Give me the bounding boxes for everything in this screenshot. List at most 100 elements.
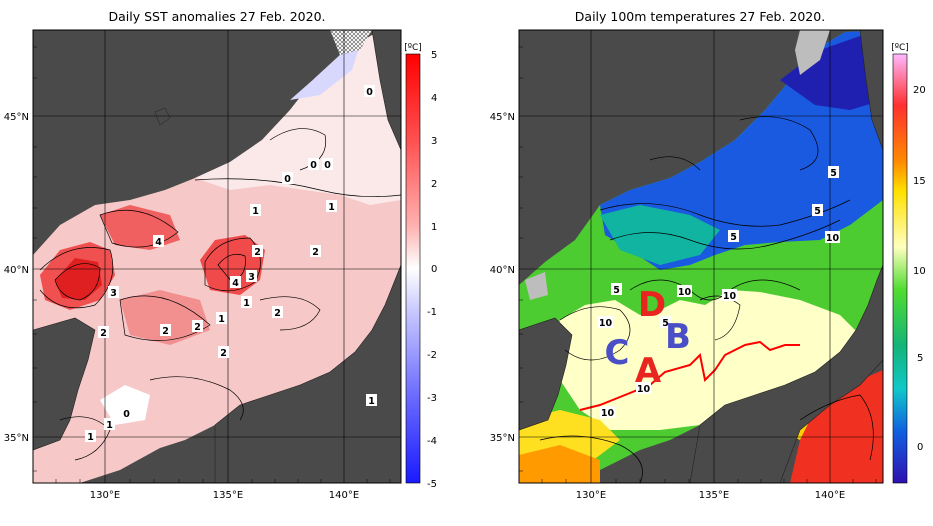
contour-label: 0 [366, 87, 373, 98]
anomaly-contours [39, 128, 401, 461]
cb-tick: 4 [431, 93, 437, 104]
hot-east [790, 370, 883, 483]
region-label-c: C [605, 333, 630, 373]
no-data-west [525, 272, 548, 300]
contour-label: 2 [220, 348, 227, 359]
cb-tick: -2 [427, 350, 437, 361]
sakhalin [371, 30, 401, 151]
sst-anomaly-title: Daily SST anomalies 27 Feb. 2020. [108, 9, 325, 24]
colorbar-scale [892, 53, 908, 484]
cb-tick: 3 [431, 136, 437, 147]
contour-label: 10 [826, 233, 840, 244]
cb-tick: 15 [913, 176, 926, 187]
lat-label-40: 40°N [490, 265, 515, 276]
contour-label: 2 [194, 322, 201, 333]
contour-label: 1 [218, 314, 225, 325]
lon-label-135: 135°E [213, 490, 243, 501]
warm-patch-south [120, 290, 210, 345]
graticule [519, 30, 883, 483]
contour-label: 1 [368, 396, 375, 407]
contour-label: 10 [637, 384, 651, 395]
contour-label: 0 [123, 409, 130, 420]
contour-label: 3 [110, 288, 117, 299]
contour-label: 1 [106, 420, 113, 431]
cb-tick: -3 [427, 393, 437, 404]
contour-label: 5 [814, 206, 821, 217]
contour-label: 4 [232, 278, 239, 289]
contour-label: 0 [324, 160, 331, 171]
japan-honshu [214, 264, 401, 483]
minor-ticks [519, 46, 877, 483]
contour-label: 5 [662, 318, 669, 329]
sea-near-zero-south [100, 385, 150, 425]
contour-label: 5 [830, 168, 837, 179]
contour-label: 10 [678, 287, 692, 298]
cb-tick: 10 [913, 266, 926, 277]
temp-contour-labels: 5 5 5 5 10 10 10 10 5 10 10 [598, 166, 840, 419]
contour-label: 10 [601, 408, 615, 419]
minor-ticks [33, 46, 391, 483]
lat-label-45: 45°N [4, 112, 29, 123]
region-label-a: A [635, 351, 662, 391]
cb-tick: 5 [917, 353, 923, 364]
cb-tick: 5 [431, 50, 437, 61]
ice-hatched [330, 30, 372, 55]
temp-100m-title: Daily 100m temperatures 27 Feb. 2020. [575, 9, 825, 24]
contour-label: 0 [310, 160, 317, 171]
cold-core [780, 36, 883, 110]
contour-label: 2 [312, 247, 319, 258]
cb-tick: 2 [431, 179, 437, 190]
contour-label: 10 [723, 291, 737, 302]
contour-label: 1 [328, 202, 335, 213]
lat-label-45: 45°N [490, 112, 515, 123]
front-line [579, 340, 800, 411]
cb-tick: -1 [427, 307, 437, 318]
colorbar-unit: [ºC] [404, 43, 422, 53]
lat-label-35: 35°N [4, 433, 29, 444]
lon-label-140: 140°E [329, 490, 359, 501]
lat-label-40: 40°N [4, 265, 29, 276]
cb-tick: 20 [913, 85, 926, 96]
sst-anomaly-map: Daily SST anomalies 27 Feb. 2020. [4, 9, 438, 501]
warm-patch-core-west [55, 258, 102, 300]
contour-label: 0 [284, 174, 291, 185]
region-label-d: D [638, 285, 666, 325]
map-frame [32, 29, 402, 484]
region-labels: D B C A [605, 285, 691, 391]
sea-bluish [290, 45, 360, 100]
temp-100m-colorbar: [ºC] 20 15 10 5 0 [891, 43, 926, 484]
contour-label: 5 [730, 232, 737, 243]
contour-label: 2 [162, 326, 169, 337]
cb-tick: 1 [431, 222, 437, 233]
cb-tick: -4 [427, 436, 437, 447]
map-frame [518, 29, 884, 484]
lat-label-35: 35°N [490, 433, 515, 444]
graticule [33, 30, 401, 483]
cb-tick: 0 [917, 442, 923, 453]
lon-label-130: 130°E [576, 490, 606, 501]
lon-label-140: 140°E [815, 490, 845, 501]
sst-anomaly-colorbar: [ºC] 5 4 3 2 1 0 -1 -2 -3 -4 -5 [404, 43, 437, 490]
japan-honshu [689, 264, 883, 483]
cb-tick: -5 [427, 479, 437, 490]
contour-label: 2 [100, 328, 107, 339]
korea-coast [519, 317, 573, 431]
island-small [154, 107, 171, 126]
region-label-b: B [665, 317, 691, 357]
anomaly-contour-labels: 4 3 2 2 2 2 4 3 2 1 2 1 2 1 0 0 0 0 1 1 … [85, 85, 377, 443]
contour-label: 3 [248, 272, 255, 283]
contour-label: 5 [613, 285, 620, 296]
contour-label: 2 [254, 247, 261, 258]
sakhalin [859, 30, 883, 151]
no-data-coastal [795, 30, 830, 75]
lon-label-135: 135°E [699, 490, 729, 501]
contour-label: 4 [155, 237, 162, 248]
sea-north-faint [195, 30, 401, 205]
cb-tick: 0 [431, 264, 437, 275]
lon-label-130: 130°E [90, 490, 120, 501]
contour-label: 1 [252, 206, 259, 217]
colorbar-unit: [ºC] [891, 43, 909, 53]
colorbar-scale [405, 53, 421, 484]
temp-100m-map: Daily 100m temperatures 27 Feb. 2020. [490, 9, 926, 501]
